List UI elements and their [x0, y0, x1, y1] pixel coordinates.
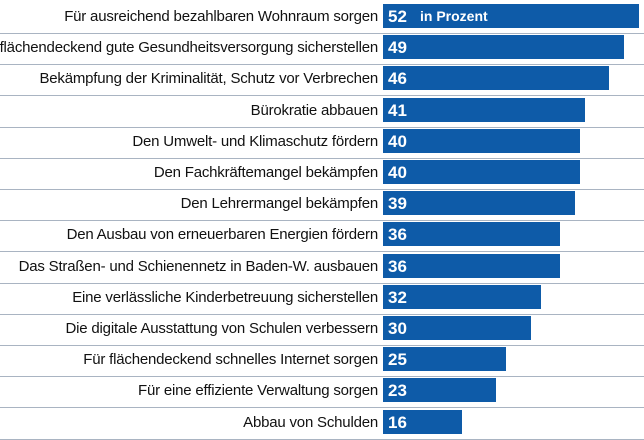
- category-label: Eine verlässliche Kinderbetreuung sicher…: [72, 288, 378, 306]
- chart-row: flächendeckend gute Gesundheitsversorgun…: [0, 31, 644, 66]
- value-label: 36: [388, 225, 407, 245]
- chart-row: Für flächendeckend schnelles Internet so…: [0, 343, 644, 378]
- value-label: 52: [388, 7, 407, 26]
- data-bar: [383, 66, 610, 91]
- value-label: 40: [388, 163, 407, 182]
- data-bar: [383, 316, 531, 340]
- chart-row: Bekämpfung der Kriminalität, Schutz vor …: [0, 62, 644, 97]
- category-label: Bürokratie abbauen: [250, 101, 379, 119]
- category-label: Bekämpfung der Kriminalität, Schutz vor …: [39, 70, 378, 88]
- chart-row: Den Ausbau von erneuerbaren Energien för…: [0, 218, 644, 253]
- value-label: 30: [388, 319, 407, 338]
- category-label: Den Lehrermangel bekämpfen: [180, 195, 379, 213]
- chart-row: Den Lehrermangel bekämpfen 39: [0, 187, 644, 222]
- data-bar: [383, 409, 462, 434]
- category-label: Den Ausbau von erneuerbaren Energien för…: [66, 226, 379, 244]
- category-label: Für ausreichend bezahlbaren Wohnraum sor…: [64, 8, 378, 25]
- chart-row: Eine verlässliche Kinderbetreuung sicher…: [0, 281, 644, 315]
- category-label: Das Straßen- und Schienennetz in Baden-W…: [18, 257, 379, 275]
- data-bar: [383, 160, 580, 184]
- value-label: 23: [388, 381, 407, 401]
- category-label: Für eine effiziente Verwaltung sorgen: [138, 382, 378, 400]
- chart-row: Das Straßen- und Schienennetz in Baden-W…: [0, 250, 644, 284]
- data-bar: [383, 222, 561, 247]
- value-label: 46: [388, 69, 407, 89]
- value-label: 16: [388, 412, 407, 432]
- chart-row: Für eine effiziente Verwaltung sorgen 23: [0, 374, 644, 409]
- category-label: Für flächendeckend schnelles Internet so…: [83, 351, 378, 369]
- category-label: flächendeckend gute Gesundheitsversorgun…: [0, 39, 378, 57]
- value-label: 36: [388, 256, 407, 276]
- category-label: Abbau von Schulden: [243, 413, 378, 431]
- data-bar: [383, 378, 497, 403]
- data-bar: [383, 4, 639, 28]
- value-label: 39: [388, 194, 407, 214]
- category-label: Die digitale Ausstattung von Schulen ver…: [65, 320, 379, 337]
- data-bar: [383, 191, 575, 216]
- data-bar: [383, 253, 561, 278]
- data-bar: [383, 347, 507, 372]
- chart-row: Die digitale Ausstattung von Schulen ver…: [0, 312, 644, 346]
- chart-row: Abbau von Schulden 16: [0, 406, 644, 440]
- data-bar: [383, 97, 585, 122]
- value-label: 40: [388, 131, 407, 151]
- category-label: Den Fachkräftemangel bekämpfen: [153, 164, 378, 181]
- value-label: 25: [388, 350, 407, 370]
- chart-row: Den Umwelt- und Klimaschutz fördern 40: [0, 125, 644, 159]
- data-bar: [383, 35, 625, 60]
- value-label: 49: [388, 38, 407, 58]
- unit-label: in Prozent: [420, 8, 488, 24]
- data-bar: [383, 284, 541, 309]
- category-label: Den Umwelt- und Klimaschutz fördern: [132, 132, 378, 150]
- data-bar: [383, 128, 580, 153]
- chart-row: Für ausreichend bezahlbaren Wohnraum sor…: [0, 0, 644, 34]
- value-label: 41: [388, 100, 407, 120]
- chart-row: Bürokratie abbauen 41: [0, 94, 644, 128]
- chart-row: Den Fachkräftemangel bekämpfen 40: [0, 156, 644, 190]
- value-label: 32: [388, 287, 407, 307]
